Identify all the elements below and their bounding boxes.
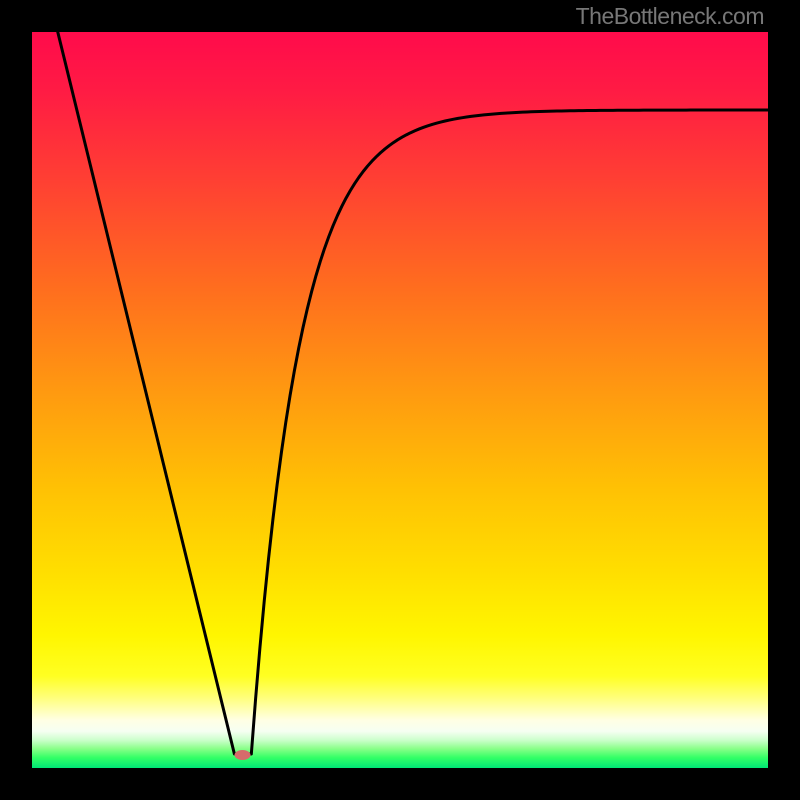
frame-bottom — [0, 768, 800, 800]
plot-area — [32, 32, 768, 768]
chart-root: TheBottleneck.com — [0, 0, 800, 800]
plot-svg — [32, 32, 768, 768]
frame-left — [0, 0, 32, 800]
gradient-background — [32, 32, 768, 768]
watermark-text: TheBottleneck.com — [576, 3, 764, 30]
frame-right — [768, 0, 800, 800]
optimal-marker — [235, 750, 251, 760]
